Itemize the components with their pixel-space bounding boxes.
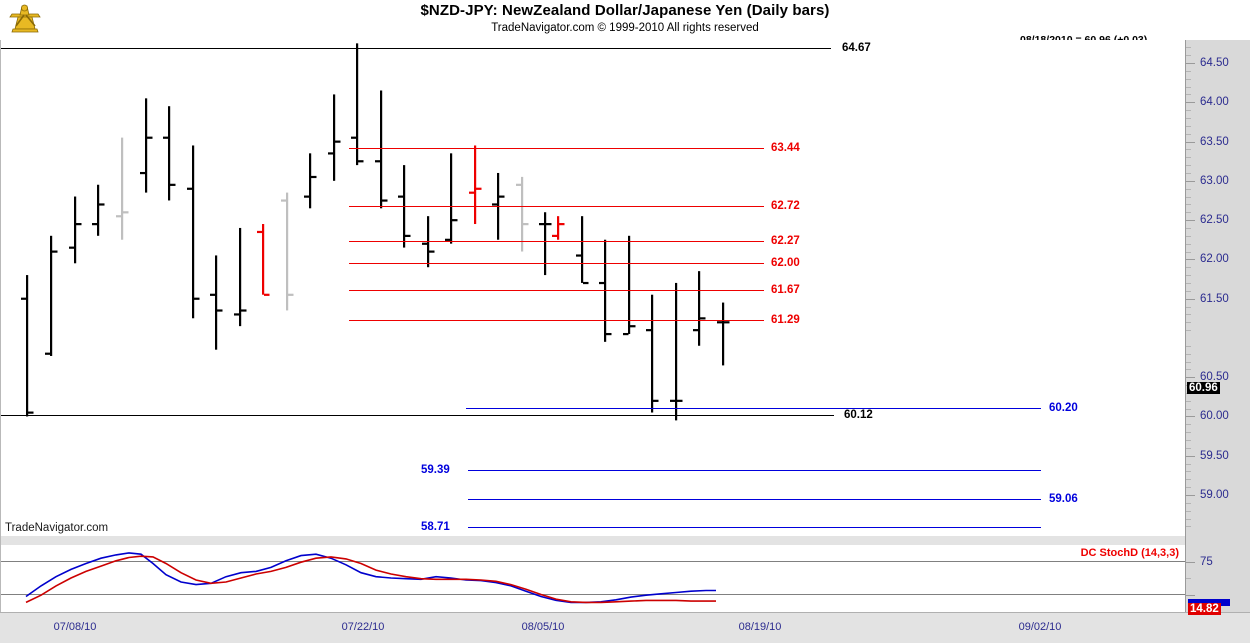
- price-axis-label: 62.00: [1200, 253, 1229, 266]
- price-axis-label: 64.50: [1200, 57, 1229, 69]
- level-line-62.00: [349, 263, 764, 264]
- level-line-60.20: [466, 408, 1041, 409]
- chart-header: $NZD-JPY: NewZealand Dollar/Japanese Yen…: [0, 0, 1250, 46]
- watermark: TradeNavigator.com: [5, 522, 109, 534]
- level-line-61.29: [349, 320, 764, 321]
- price-axis-label: 59.50: [1200, 449, 1229, 462]
- level-label-58.71: 58.71: [421, 521, 450, 533]
- date-axis-label: 08/19/10: [738, 621, 782, 633]
- price-pane[interactable]: 64.67 63.44 62.72 62.27 62.00 61.67 61.29 60.20…: [0, 40, 1185, 536]
- date-axis-label: 08/05/10: [521, 621, 565, 633]
- level-line-59.06: [468, 499, 1041, 500]
- level-line-59.39: [468, 470, 1041, 471]
- level-line-63.44: [349, 148, 764, 149]
- level-label-62.00: 62.00: [771, 257, 800, 269]
- price-axis-label: 61.50: [1200, 292, 1229, 305]
- price-axis-label: 60.00: [1200, 410, 1229, 423]
- price-axis-label: 63.50: [1200, 135, 1229, 148]
- date-axis[interactable]: 07/08/10 07/22/10 08/05/10 08/19/10 09/02/10: [0, 612, 1250, 643]
- level-label-61.29: 61.29: [771, 314, 800, 326]
- indicator-marker-blue: [1188, 599, 1230, 606]
- indicator-canvas: [1, 552, 1185, 604]
- date-axis-label: 07/08/10: [53, 621, 97, 633]
- level-line-60.12: [1, 415, 834, 416]
- level-label-59.06: 59.06: [1049, 493, 1078, 505]
- indicator-name: DC StochD (14,3,3): [1080, 547, 1179, 559]
- level-line-62.72: [349, 206, 764, 207]
- price-axis-label: 63.00: [1200, 174, 1229, 187]
- level-line-61.67: [349, 290, 764, 291]
- price-axis[interactable]: 64.50 64.00 63.50 63.00 62.50 62.00 61.50 60.50…: [1185, 40, 1250, 620]
- chart-title: $NZD-JPY: NewZealand Dollar/Japanese Yen…: [420, 2, 830, 19]
- indicator-pane[interactable]: DC StochD (14,3,3): [0, 545, 1185, 612]
- price-bars-canvas: [21, 43, 730, 421]
- price-axis-label: 62.50: [1200, 214, 1229, 227]
- date-axis-label: 09/02/10: [1018, 621, 1062, 633]
- level-label-62.27: 62.27: [771, 235, 800, 247]
- level-line-64.67: [1, 48, 831, 49]
- level-label-60.20: 60.20: [1049, 402, 1078, 414]
- indicator-value-box: 14.82: [1188, 603, 1221, 615]
- level-label-60.12: 60.12: [844, 409, 873, 421]
- level-label-63.44: 63.44: [771, 142, 800, 154]
- copyright-line: TradeNavigator.com © 1999-2010 All right…: [491, 22, 759, 34]
- level-label-59.39: 59.39: [421, 464, 450, 476]
- level-line-62.27: [349, 241, 764, 242]
- level-label-62.72: 62.72: [771, 200, 800, 212]
- date-axis-label: 07/22/10: [341, 621, 385, 633]
- indicator-axis-label: 75: [1200, 555, 1213, 568]
- level-line-58.71: [468, 527, 1041, 528]
- pane-divider: [0, 536, 1185, 545]
- current-price-box: 60.96: [1187, 382, 1220, 394]
- level-label-64.67: 64.67: [842, 42, 871, 54]
- price-axis-label: 59.00: [1200, 489, 1229, 501]
- level-label-61.67: 61.67: [771, 284, 800, 296]
- price-axis-label: 60.50: [1200, 371, 1229, 384]
- sextant-logo-icon: [4, 2, 48, 36]
- price-axis-label: 64.00: [1200, 96, 1229, 109]
